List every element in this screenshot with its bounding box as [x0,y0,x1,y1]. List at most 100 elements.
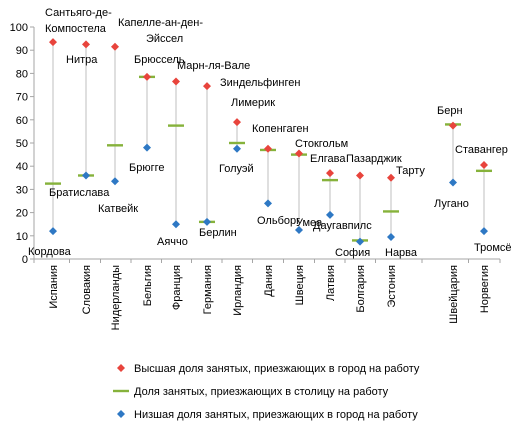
city-annotations: Сантьяго-де- Компостела Нитра Капелле-ан-де… [28,7,512,259]
highest-share-marker [356,171,364,180]
legend-capital-marker [113,389,129,393]
lowest-share-marker [233,144,241,153]
x-tick-label: Нидерланды [110,265,122,330]
lowest-share-marker [480,227,488,236]
legend-label: Доля занятых, приезжающих в столицу на р… [134,386,389,398]
legend-highest-marker [117,364,125,372]
city-label: София [335,247,370,259]
lowest-share-marker [356,237,364,246]
y-axis-ticks: 0 10 20 30 40 50 60 70 80 90 100 [10,22,34,266]
highest-share-marker [82,40,90,49]
lowest-share-marker [82,171,90,180]
highest-share-marker [387,173,395,182]
highest-share-marker [264,144,272,153]
x-tick-label: Эстония [386,265,398,308]
x-tick-label: Дания [263,265,275,297]
highest-share-marker [143,72,151,81]
capital-share-marker [107,144,123,147]
city-label: Братиславa [49,187,110,199]
range-lines [52,42,485,242]
lowest-share-marker [264,199,272,208]
city-label: Кордова [28,246,72,258]
city-label: Эйссел [146,33,183,45]
x-tick-label: Германия [202,265,214,314]
city-label: Аяччо [157,236,188,248]
y-tick-label: 70 [16,92,28,104]
highest-share-marker [326,169,334,178]
city-label: Брюгге [129,162,165,174]
legend-label: Высшая доля занятых, приезжающих в город… [134,363,420,375]
y-tick-label: 50 [16,138,28,150]
x-tick-label: Латвия [325,265,337,301]
city-label: Тарту [396,165,425,177]
lowest-share-marker [49,227,57,236]
highest-share-marker [111,42,119,51]
city-label: Елгава [310,153,346,165]
x-tick-label: Болгария [355,265,367,313]
lowest-share-marker [111,177,119,186]
lowest-share-marker [326,210,334,219]
x-tick-label: Швеция [294,265,306,305]
highest-share-marker [480,161,488,170]
city-label: Стокгольм [295,138,348,150]
city-label: Умеа [296,217,323,229]
city-label: Лимерик [231,97,275,109]
city-label: Марн-ля-Вале [177,60,250,72]
capital-share-marker [476,169,492,173]
city-label: Голуэй [219,163,254,175]
lowest-share-marker [203,217,211,226]
y-tick-label: 80 [16,68,28,80]
capital-share-marker [229,141,245,145]
highest-share-marker [295,149,303,158]
y-tick-label: 10 [16,231,28,243]
y-tick-label: 100 [10,22,28,34]
x-tick-label: Испания [48,265,60,309]
city-label: Сантьяго-де- [45,7,112,19]
x-tick-label: Норвегия [479,265,491,313]
lowest-share-marker [295,226,303,234]
city-label: Даугавпилс [313,220,372,232]
city-label: Копенгаген [252,123,309,135]
highest-share-marker [449,121,457,130]
legend-label: Низшая доля занятых, приезжающих в город… [134,409,418,421]
lowest-share-marker [143,143,151,152]
lowest-share-marker [449,178,457,187]
x-tick-label: Словакия [81,265,93,314]
capital-share-marker [45,182,61,185]
y-tick-label: 90 [16,45,28,57]
city-label: Тромсё [474,242,512,254]
highest-share-marker [233,118,241,127]
x-tick-label: Франция [171,265,183,310]
y-tick-label: 40 [16,161,28,173]
x-tick-label: Ирландия [232,265,244,316]
city-label: Зиндельфинген [220,77,300,89]
y-tick-label: 20 [16,208,28,220]
city-label: Брюссель [134,54,185,66]
city-label: Нитра [66,54,98,66]
highest-share-marker [203,82,211,91]
city-label: Берн [437,105,463,117]
city-label: Компостела [45,23,107,35]
legend: Высшая доля занятых, приезжающих в город… [113,363,420,421]
legend-lowest-marker [117,410,125,418]
city-label: Пазарджик [346,153,402,165]
data-markers [45,38,492,246]
x-tick-label: Швейцария [448,265,460,324]
city-label: Ставангер [455,144,508,156]
city-label: Берлин [199,227,237,239]
lowest-share-marker [387,232,395,241]
lowest-share-marker [172,220,180,229]
capital-share-marker [322,178,338,182]
city-label: Катвейк [98,203,138,215]
city-label: Ольборг [257,215,300,227]
y-tick-label: 60 [16,115,28,127]
x-tick-label: Бельгия [142,265,154,306]
capital-share-marker [383,210,399,213]
city-label: Лугано [434,198,469,210]
city-label: Капелле-ан-ден- [118,17,203,29]
highest-share-marker [49,38,57,47]
y-tick-label: 0 [22,254,28,266]
highest-share-marker [172,77,180,86]
y-tick-label: 30 [16,184,28,196]
